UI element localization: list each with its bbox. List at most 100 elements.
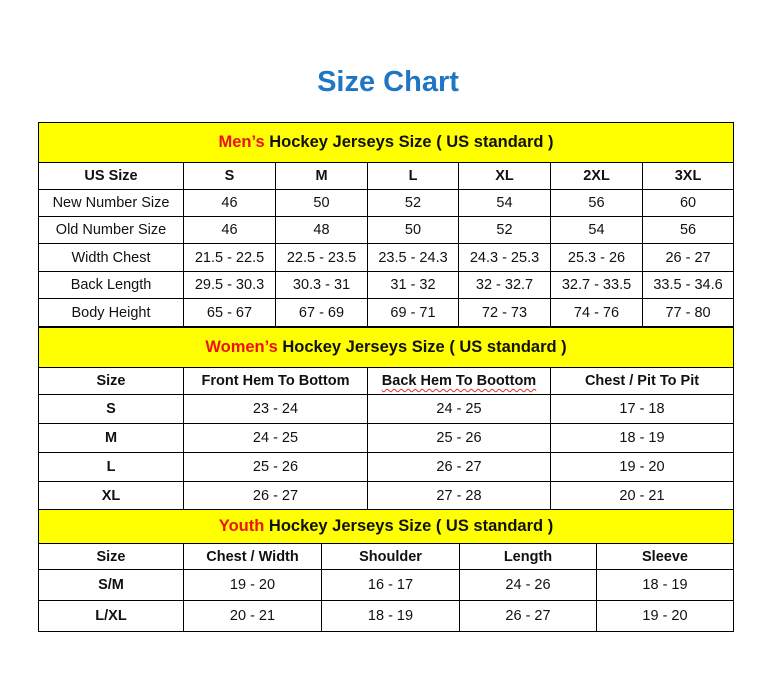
table-cell: 67 - 69 — [275, 298, 368, 327]
men-header-row: US Size S M L XL 2XL 3XL — [38, 162, 735, 190]
table-cell: 65 - 67 — [183, 298, 276, 327]
table-cell: 22.5 - 23.5 — [275, 243, 368, 272]
column-header-label: Sleeve — [642, 548, 688, 565]
column-header: Back Hem To Boottom — [367, 367, 551, 395]
table-row: L 25 - 26 26 - 27 19 - 20 — [38, 452, 735, 482]
section-title-accent: Women’s — [205, 338, 278, 356]
column-header: Shoulder — [321, 543, 460, 570]
column-header: US Size — [38, 162, 184, 190]
table-cell: 23.5 - 24.3 — [367, 243, 459, 272]
table-row: XL 26 - 27 27 - 28 20 - 21 — [38, 481, 735, 510]
women-header-row: Size Front Hem To Bottom Back Hem To Boott… — [38, 367, 735, 395]
men-section-title-row: Men’s Hockey Jerseys Size ( US standard … — [37, 122, 735, 163]
column-header: Front Hem To Bottom — [183, 367, 368, 395]
table-cell: 54 — [458, 189, 551, 217]
table-cell: 56 — [550, 189, 643, 217]
table-cell: 48 — [275, 216, 368, 244]
table-row: Back Length 29.5 - 30.3 30.3 - 31 31 - 32 32… — [38, 271, 735, 299]
section-title-accent: Men’s — [218, 133, 265, 151]
column-header-label: Back Hem To Boottom — [381, 373, 537, 389]
women-section-title-row: Women’s Hockey Jerseys Size ( US standar… — [37, 327, 735, 368]
table-cell: 50 — [367, 216, 459, 244]
table-cell: 74 - 76 — [550, 298, 643, 327]
table-cell: 52 — [367, 189, 459, 217]
row-label: Body Height — [38, 298, 184, 327]
table-cell: 46 — [183, 216, 276, 244]
section-title-text: Hockey Jerseys Size ( US standard ) — [277, 338, 567, 356]
column-header: 3XL — [641, 162, 735, 190]
table-cell: 25 - 26 — [367, 423, 551, 453]
table-cell: 25.3 - 26 — [550, 243, 643, 272]
column-header: Length — [459, 543, 597, 570]
table-cell: 18 - 19 — [321, 600, 460, 632]
table-cell: 24 - 26 — [459, 569, 597, 601]
column-header: Sleeve — [595, 543, 735, 570]
section-title-text: Hockey Jerseys Size ( US standard ) — [264, 133, 554, 151]
table-cell: 27 - 28 — [367, 481, 551, 510]
table-cell: 19 - 20 — [549, 452, 735, 482]
table-cell: 26 - 27 — [183, 481, 368, 510]
table-cell: 21.5 - 22.5 — [183, 243, 276, 272]
column-header: XL — [458, 162, 551, 190]
table-row: New Number Size 46 50 52 54 56 60 — [38, 189, 735, 217]
table-cell: 24.3 - 25.3 — [458, 243, 551, 272]
column-header: M — [275, 162, 368, 190]
column-header-label: L — [408, 168, 418, 184]
page-title: Size Chart — [317, 66, 459, 98]
column-header: 2XL — [550, 162, 643, 190]
table-cell: 18 - 19 — [549, 423, 735, 453]
row-label: L/XL — [38, 600, 184, 632]
row-label: Back Length — [38, 271, 184, 299]
row-label: XL — [38, 481, 184, 510]
table-cell: 46 — [183, 189, 276, 217]
table-cell: 50 — [275, 189, 368, 217]
table-cell: 19 - 20 — [595, 600, 735, 632]
row-label: Old Number Size — [38, 216, 184, 244]
column-header-label: Size — [96, 373, 126, 389]
row-label: S — [38, 394, 184, 424]
youth-size-table: Youth Hockey Jerseys Size ( US standard … — [37, 509, 735, 632]
table-cell: 32 - 32.7 — [458, 271, 551, 299]
table-row: Width Chest 21.5 - 22.5 22.5 - 23.5 23.5 - … — [38, 243, 735, 272]
youth-section-title-row: Youth Hockey Jerseys Size ( US standard … — [37, 509, 735, 544]
table-row: L/XL 20 - 21 18 - 19 26 - 27 19 - 20 — [38, 600, 735, 632]
row-label: M — [38, 423, 184, 453]
row-label: New Number Size — [38, 189, 184, 217]
column-header-label: Front Hem To Bottom — [201, 373, 350, 389]
table-cell: 31 - 32 — [367, 271, 459, 299]
table-cell: 26 - 27 — [459, 600, 597, 632]
table-cell: 60 — [641, 189, 735, 217]
table-row: Old Number Size 46 48 50 52 54 56 — [38, 216, 735, 244]
column-header-label: 3XL — [674, 168, 702, 184]
column-header-label: Chest / Pit To Pit — [584, 373, 700, 389]
table-cell: 16 - 17 — [321, 569, 460, 601]
table-cell: 20 - 21 — [549, 481, 735, 510]
column-header: L — [367, 162, 459, 190]
table-row: S/M 19 - 20 16 - 17 24 - 26 18 - 19 — [38, 569, 735, 601]
table-cell: 77 - 80 — [641, 298, 735, 327]
table-cell: 33.5 - 34.6 — [641, 271, 735, 299]
table-cell: 26 - 27 — [367, 452, 551, 482]
table-cell: 24 - 25 — [183, 423, 368, 453]
table-cell: 54 — [550, 216, 643, 244]
table-cell: 56 — [641, 216, 735, 244]
column-header: S — [183, 162, 276, 190]
table-cell: 20 - 21 — [183, 600, 322, 632]
section-title-accent: Youth — [218, 517, 265, 535]
table-cell: 24 - 25 — [367, 394, 551, 424]
column-header-label: S — [224, 168, 235, 184]
table-cell: 18 - 19 — [595, 569, 735, 601]
table-cell: 69 - 71 — [367, 298, 459, 327]
row-label: S/M — [38, 569, 184, 601]
row-label: Width Chest — [38, 243, 184, 272]
youth-header-row: Size Chest / Width Shoulder Length Sleeve — [38, 543, 735, 570]
column-header-label: US Size — [84, 168, 138, 184]
column-header: Chest / Width — [183, 543, 322, 570]
table-cell: 23 - 24 — [183, 394, 368, 424]
column-header-label: M — [315, 168, 328, 184]
column-header: Chest / Pit To Pit — [549, 367, 735, 395]
table-cell: 19 - 20 — [183, 569, 322, 601]
men-size-table: Men’s Hockey Jerseys Size ( US standard … — [37, 122, 735, 327]
table-row: Body Height 65 - 67 67 - 69 69 - 71 72 - 73 7… — [38, 298, 735, 327]
column-header: Size — [38, 367, 184, 395]
